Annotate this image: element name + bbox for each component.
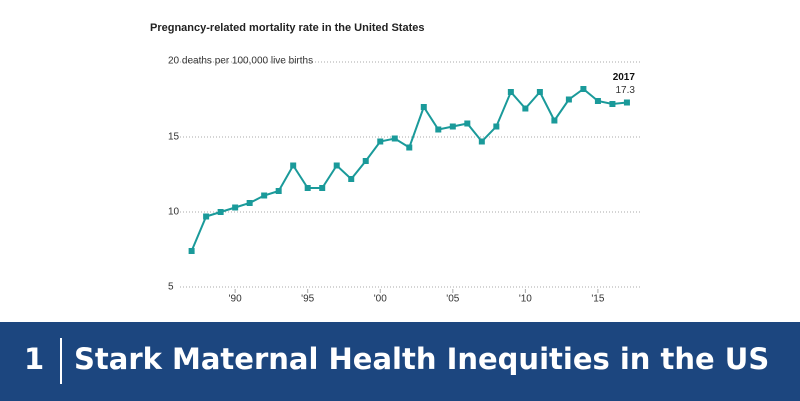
x-tick-label: '10 [519,294,532,305]
marker [348,176,355,182]
marker [188,248,195,254]
marker [362,158,369,164]
y-tick-label: 10 [168,207,180,218]
marker [580,86,587,92]
marker [261,192,268,199]
marker [275,188,282,194]
marker [406,144,413,151]
marker [420,104,427,110]
marker [290,162,297,169]
marker [217,209,224,215]
x-tick-label: '90 [229,294,242,305]
chart-title: Pregnancy-related mortality rate in the … [150,22,424,34]
marker [522,105,529,112]
annotation-year: 2017 [613,72,636,83]
marker [319,185,326,191]
marker [304,185,311,191]
y-tick-label: 20 deaths per 100,000 live births [168,56,313,67]
banner-title: Stark Maternal Health Inequities in the … [74,342,770,376]
marker [478,138,485,145]
marker [377,138,384,145]
x-tick-label: '15 [591,294,604,305]
marker [464,120,471,127]
marker [609,101,616,107]
marker [232,204,239,211]
marker [594,98,601,104]
banner-number: 1 [24,342,45,376]
marker [536,89,543,95]
marker [333,162,340,169]
marker [449,123,456,130]
x-tick-label: '95 [301,294,314,305]
marker [203,213,210,220]
y-tick-label: 5 [168,282,174,293]
marker [565,96,572,103]
marker [551,117,558,124]
line [190,87,628,252]
marker [246,200,253,206]
x-tick-label: '05 [446,294,459,305]
y-tick-label: 15 [168,132,180,143]
marker [435,126,442,133]
marker [391,135,398,142]
marker [493,123,500,130]
value-label: 17.3 [615,85,635,96]
x-tick-label: '00 [374,294,387,305]
marker [507,89,514,95]
chart: Pregnancy-related mortality rate in the … [150,22,640,305]
banner: 1 Stark Maternal Health Inequities in th… [0,322,800,401]
separator [60,338,62,384]
marker [623,99,630,106]
